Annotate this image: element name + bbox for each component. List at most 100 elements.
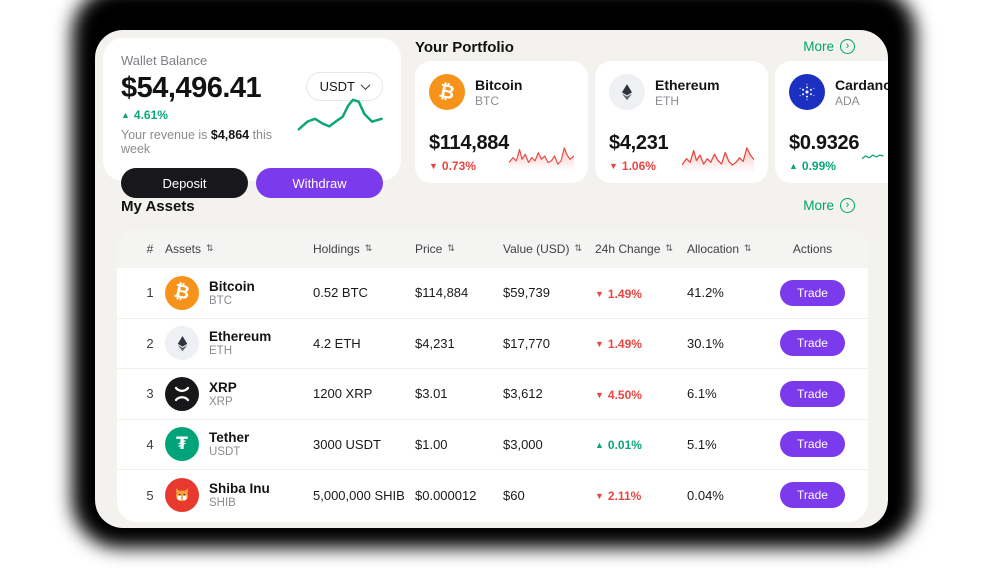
currency-dropdown-value: USDT: [319, 79, 355, 94]
column-header-holdings[interactable]: Holdings ⇅: [313, 242, 373, 256]
asset-ticker: USDT: [209, 446, 241, 459]
table-row-ethereum: 2 Ethereum ETH 4.2 ETH $4,231 $17,: [117, 319, 868, 369]
deposit-button[interactable]: Deposit: [121, 168, 248, 198]
trade-button[interactable]: Trade: [780, 279, 845, 306]
coin-name: Bitcoin: [475, 76, 523, 93]
value-cell: $60: [503, 487, 525, 503]
change-cell: ▼ 1.49%: [595, 337, 642, 352]
price-cell: $4,231: [415, 335, 455, 351]
trend-arrow-icon: ▼: [429, 161, 438, 171]
asset-ticker: XRP: [209, 395, 233, 408]
trade-button[interactable]: Trade: [780, 330, 845, 357]
holdings-cell: 0.52 BTC: [313, 285, 368, 301]
arrow-right-circle-icon: ›: [840, 39, 855, 54]
sort-icon: ⇅: [574, 244, 583, 254]
price-cell: $0.000012: [415, 487, 477, 503]
column-header-value[interactable]: Value (USD) ⇅: [503, 242, 583, 256]
xrp-icon: [165, 376, 199, 411]
allocation-cell: 5.1%: [687, 436, 717, 452]
arrow-right-circle-icon: ›: [840, 198, 855, 213]
row-index: 2: [146, 335, 154, 351]
coin-ticker: ETH: [655, 93, 679, 108]
trend-arrow-icon: ▼: [595, 339, 604, 350]
holdings-cell: 5,000,000 SHIB: [313, 487, 405, 503]
wallet-change-badge: ▲ 4.61%: [121, 108, 168, 122]
value-cell: $3,612: [503, 386, 543, 402]
coin-change-badge: ▼ 0.73%: [429, 159, 476, 173]
value-cell: $3,000: [503, 436, 543, 452]
portfolio-card-cardano[interactable]: Cardano ADA $0.9326 ▲ 0.99%: [775, 61, 888, 183]
allocation-cell: 41.2%: [687, 285, 724, 301]
coin-ticker: BTC: [475, 93, 499, 108]
coin-price: $0.9326: [789, 132, 860, 154]
holdings-cell: 4.2 ETH: [313, 335, 361, 351]
bitcoin-icon: ₿: [429, 74, 465, 110]
portfolio-cards-row: ₿ Bitcoin BTC $114,884 ▼ 0.73%: [415, 61, 888, 183]
row-index: 1: [146, 285, 154, 301]
portfolio-card-ethereum[interactable]: Ethereum ETH $4,231 ▼ 1.06%: [595, 61, 768, 183]
change-cell: ▲ 0.01%: [595, 438, 642, 453]
asset-name: Bitcoin: [209, 278, 255, 294]
table-row-xrp: 3 XRP XRP 1200 XRP $3.01 $3,612 ▼ 4.50%: [117, 369, 868, 420]
ethereum-icon: [165, 326, 199, 361]
trade-button[interactable]: Trade: [780, 431, 845, 458]
portfolio-section-title: Your Portfolio: [415, 39, 514, 56]
sort-icon: ⇅: [744, 244, 752, 254]
trade-button[interactable]: Trade: [780, 482, 845, 509]
coin-name: Cardano: [835, 76, 888, 93]
ethereum-icon: [609, 74, 645, 110]
portfolio-more-link[interactable]: More ›: [803, 39, 855, 54]
column-header-actions: Actions: [792, 242, 833, 256]
coin-change-badge: ▲ 0.99%: [789, 159, 836, 173]
assets-section-title: My Assets: [121, 198, 195, 215]
coin-name: Ethereum: [655, 76, 720, 93]
price-cell: $114,884: [415, 285, 469, 301]
trend-arrow-icon: ▼: [595, 288, 604, 299]
bitcoin-icon: ₿: [165, 275, 199, 310]
withdraw-button[interactable]: Withdraw: [256, 168, 383, 198]
trade-button[interactable]: Trade: [780, 380, 845, 407]
change-cell: ▼ 2.11%: [595, 489, 642, 504]
trend-arrow-icon: ▼: [595, 491, 604, 502]
sort-icon: ⇅: [206, 244, 214, 254]
trend-arrow-icon: ▲: [595, 440, 604, 451]
asset-name: XRP: [209, 379, 237, 395]
currency-dropdown[interactable]: USDT: [305, 72, 383, 101]
sort-icon: ⇅: [447, 244, 455, 254]
coin-ticker: ADA: [835, 93, 860, 108]
assets-more-link[interactable]: More ›: [803, 198, 855, 213]
portfolio-card-bitcoin[interactable]: ₿ Bitcoin BTC $114,884 ▼ 0.73%: [415, 61, 588, 183]
coin-sparkline: [682, 147, 754, 173]
row-index: 5: [146, 487, 154, 503]
wallet-revenue-text: Your revenue is $4,864 this week: [121, 128, 273, 156]
holdings-cell: 1200 XRP: [313, 386, 373, 402]
wallet-balance-label: Wallet Balance: [121, 53, 208, 68]
coin-sparkline: [862, 154, 884, 160]
holdings-cell: 3000 USDT: [313, 436, 381, 452]
coin-price: $114,884: [429, 132, 509, 154]
chevron-down-icon: [360, 80, 371, 91]
value-cell: $59,739: [503, 285, 550, 301]
trend-arrow-icon: ▲: [789, 161, 798, 171]
column-header-assets[interactable]: Assets ⇅: [165, 242, 214, 256]
shiba-inu-icon: [165, 478, 199, 513]
row-index: 4: [146, 436, 154, 452]
column-header-index: #: [146, 242, 154, 256]
trend-arrow-icon: ▼: [595, 389, 604, 400]
value-cell: $17,770: [503, 335, 550, 351]
column-header-price[interactable]: Price ⇅: [415, 242, 455, 256]
coin-change-badge: ▼ 1.06%: [609, 159, 656, 173]
column-header-allocation[interactable]: Allocation ⇅: [687, 242, 752, 256]
change-cell: ▼ 1.49%: [595, 286, 642, 301]
asset-ticker: BTC: [209, 294, 232, 307]
column-header-change[interactable]: 24h Change ⇅: [595, 242, 673, 256]
price-cell: $3.01: [415, 386, 448, 402]
wallet-balance-card: Wallet Balance $54,496.41 USDT ▲ 4.61% Y…: [103, 38, 401, 198]
coin-sparkline: [508, 147, 574, 171]
portfolio-panel: Wallet Balance $54,496.41 USDT ▲ 4.61% Y…: [95, 30, 888, 528]
price-cell: $1.00: [415, 436, 448, 452]
allocation-cell: 0.04%: [687, 487, 724, 503]
sort-icon: ⇅: [364, 244, 373, 254]
table-row-shiba-inu: 5 Shiba Inu SHIB: [117, 470, 868, 521]
